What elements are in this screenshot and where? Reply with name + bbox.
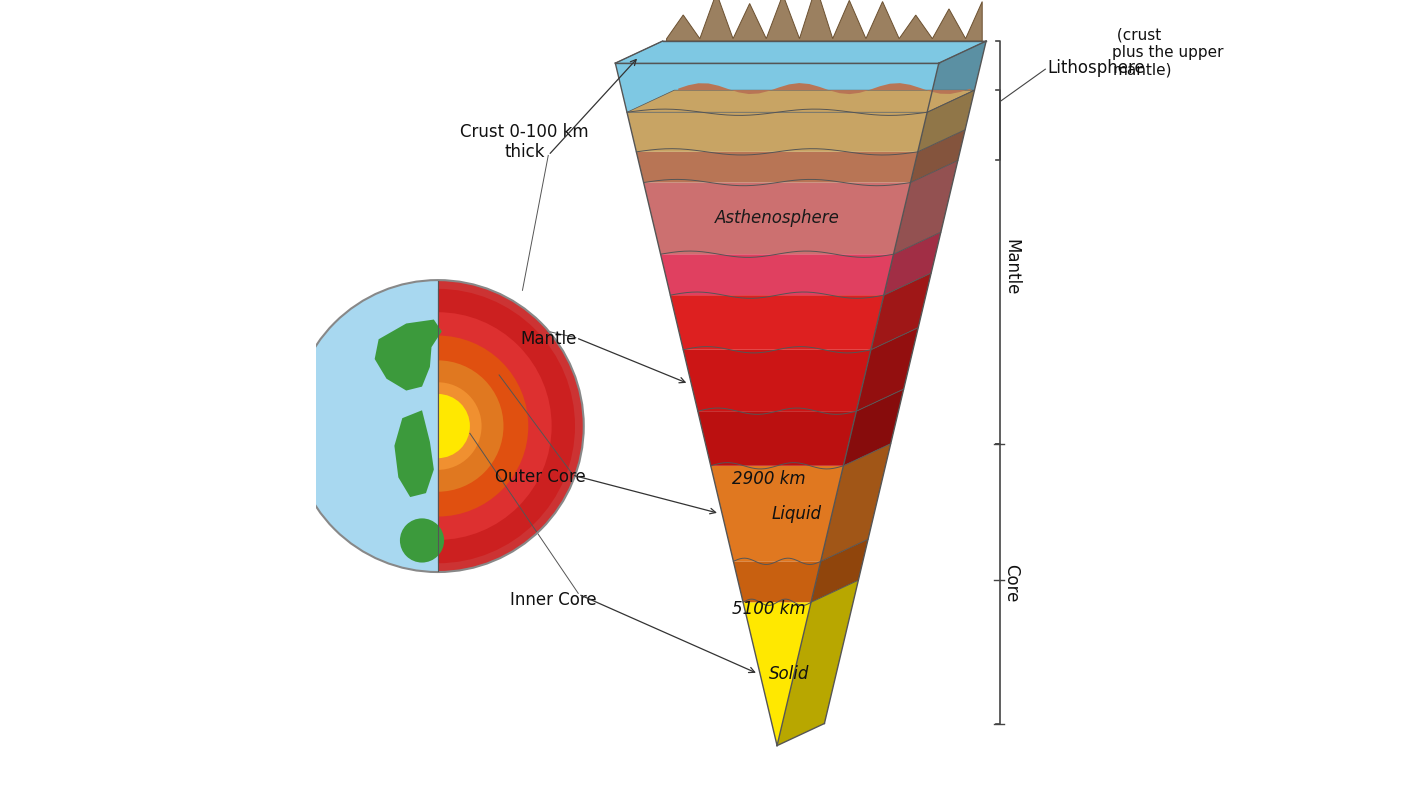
Polygon shape [615, 41, 985, 63]
Polygon shape [375, 320, 442, 391]
Text: 2900 km: 2900 km [733, 470, 807, 488]
Polygon shape [927, 41, 985, 112]
Polygon shape [733, 561, 821, 602]
Text: Core: Core [1003, 564, 1021, 603]
Polygon shape [628, 112, 927, 151]
Text: Asthenosphere: Asthenosphere [714, 209, 839, 227]
Text: (crust
plus the upper
mantle): (crust plus the upper mantle) [1112, 28, 1224, 77]
Text: Liquid: Liquid [772, 504, 822, 522]
Wedge shape [437, 289, 575, 563]
Polygon shape [856, 327, 919, 411]
Text: Inner Core: Inner Core [510, 591, 596, 608]
Polygon shape [711, 466, 843, 561]
Circle shape [293, 280, 584, 572]
Wedge shape [437, 394, 470, 458]
Polygon shape [811, 539, 868, 602]
Polygon shape [821, 443, 890, 561]
Wedge shape [437, 383, 481, 469]
Polygon shape [743, 602, 811, 746]
Text: Solid: Solid [768, 665, 809, 683]
Polygon shape [636, 151, 917, 182]
Polygon shape [910, 129, 966, 182]
Text: Lithosphere: Lithosphere [1047, 59, 1145, 77]
Text: Outer Core: Outer Core [496, 469, 585, 486]
Wedge shape [293, 280, 437, 572]
Polygon shape [697, 411, 856, 466]
Text: 5100 km: 5100 km [733, 600, 807, 618]
Polygon shape [893, 160, 958, 254]
Polygon shape [643, 182, 910, 254]
Wedge shape [437, 280, 584, 572]
Polygon shape [917, 90, 974, 151]
Wedge shape [437, 312, 551, 540]
Circle shape [400, 518, 444, 563]
Polygon shape [843, 389, 903, 466]
Text: Crust 0-100 km
thick: Crust 0-100 km thick [460, 122, 589, 162]
Wedge shape [437, 335, 528, 517]
Polygon shape [666, 0, 983, 41]
Wedge shape [437, 361, 504, 492]
Polygon shape [683, 350, 870, 411]
Text: Mantle: Mantle [1003, 239, 1021, 295]
Polygon shape [883, 232, 941, 295]
Polygon shape [679, 83, 970, 94]
Polygon shape [670, 295, 883, 350]
Polygon shape [660, 254, 893, 295]
Polygon shape [628, 90, 974, 112]
Polygon shape [870, 273, 932, 350]
Text: Mantle: Mantle [520, 331, 577, 348]
Polygon shape [615, 63, 939, 112]
Polygon shape [395, 410, 435, 497]
Polygon shape [777, 580, 858, 746]
